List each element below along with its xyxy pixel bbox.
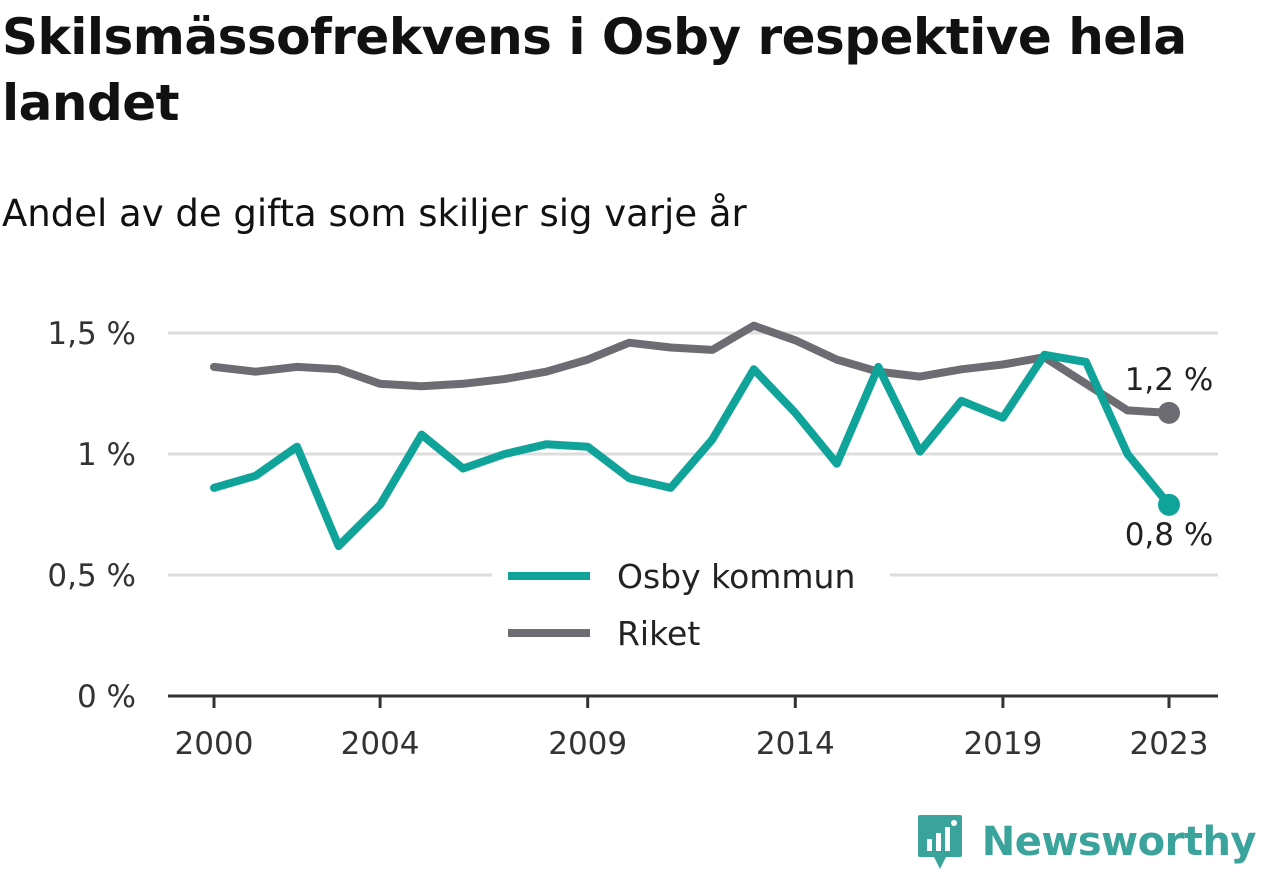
legend: Osby kommun Riket — [492, 545, 890, 657]
series-line-riket — [210, 321, 1173, 417]
x-tick-label: 2000 — [175, 726, 254, 762]
end-label-riket: 1,2 % — [1125, 362, 1214, 398]
end-labels: 1,2 % 0,8 % — [1125, 362, 1214, 553]
brand-logo: Newsworthy — [916, 811, 1257, 873]
newsworthy-logo-icon — [917, 815, 962, 869]
y-tick-label: 1,5 % — [47, 316, 136, 352]
x-tick-label: 2019 — [963, 726, 1042, 762]
series-end-point-riket — [1158, 401, 1180, 424]
x-tick-label: 2023 — [1130, 726, 1209, 762]
x-tick-label: 2014 — [756, 726, 835, 762]
brand-name: Newsworthy — [981, 819, 1257, 865]
y-tick-label: 0,5 % — [47, 558, 136, 594]
chart-title: Skilsmässofrekvens i Osby respektive hel… — [2, 8, 1187, 132]
legend-label-riket: Riket — [617, 614, 700, 653]
series-end-point-osby-kommun — [1158, 493, 1180, 516]
chart-subtitle: Andel av de gifta som skiljer sig varje … — [2, 192, 747, 235]
y-tick-label: 1 % — [77, 437, 136, 473]
y-tick-label: 0 % — [77, 679, 136, 715]
y-axis: 0 % 0,5 % 1 % 1,5 % — [47, 316, 136, 715]
series-line-osby-kommun — [210, 350, 1173, 550]
x-axis: 2000 2004 2009 2014 2019 2023 — [168, 694, 1218, 762]
x-tick-label: 2004 — [341, 726, 420, 762]
legend-background — [492, 545, 890, 657]
x-tick-label: 2009 — [548, 726, 627, 762]
legend-label-osby: Osby kommun — [617, 557, 855, 596]
series — [210, 321, 1180, 550]
end-label-osby: 0,8 % — [1125, 517, 1214, 553]
